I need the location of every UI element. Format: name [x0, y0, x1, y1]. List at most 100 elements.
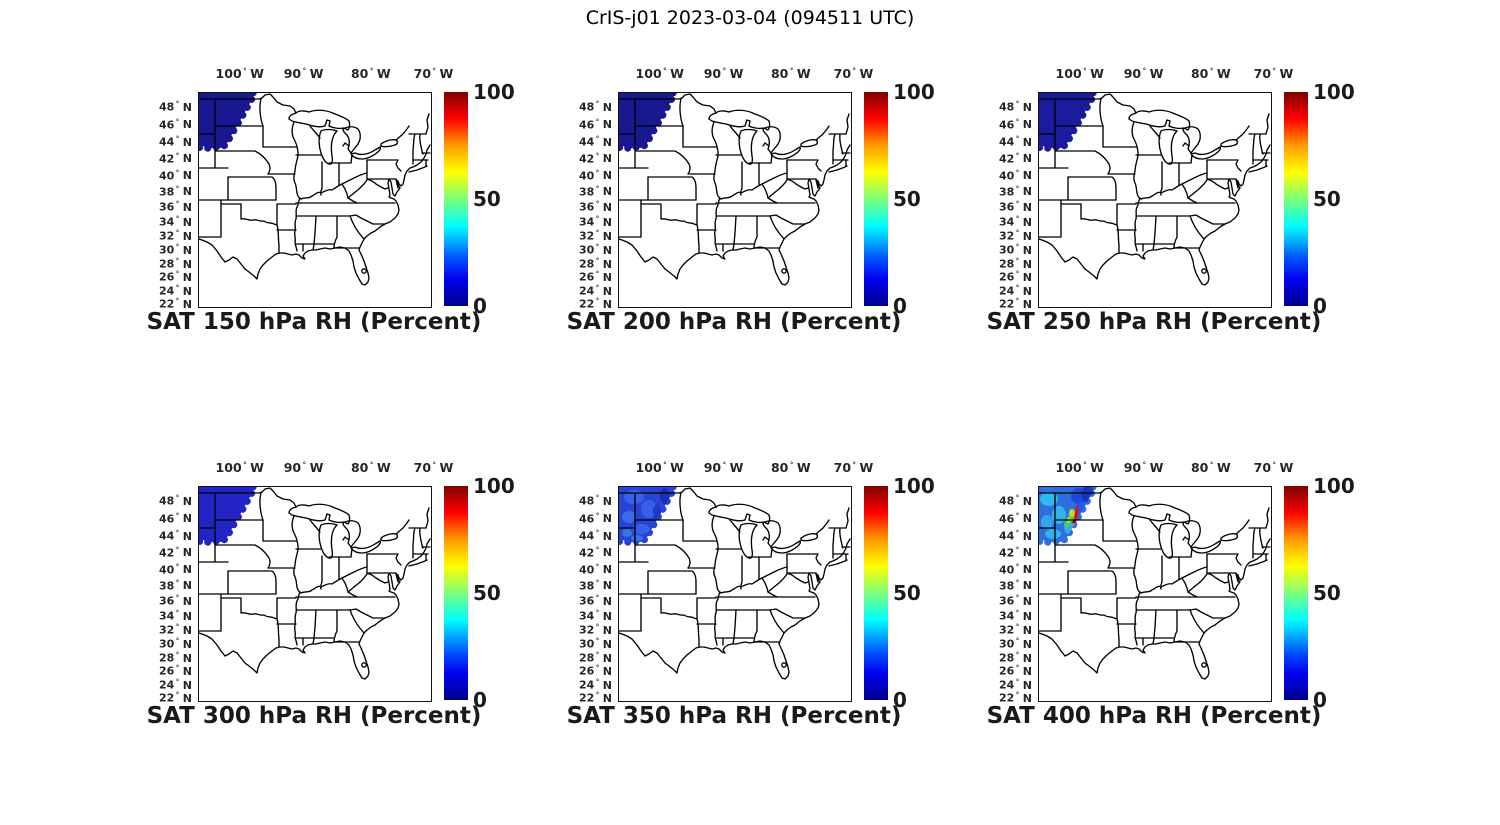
lat-tick-label: 42 ° N	[998, 151, 1032, 166]
lat-tick-label: 36 ° N	[578, 594, 612, 608]
lat-tick-label: 38 ° N	[158, 578, 192, 593]
lat-tick-label: 36 ° N	[998, 200, 1032, 214]
lat-tick-label: 42 ° N	[998, 545, 1032, 560]
lon-tick-label: 100 ° W	[1055, 66, 1104, 81]
panel-title: SAT 150 hPa RH (Percent)	[146, 309, 482, 335]
lat-tick-label: 24 ° N	[998, 284, 1032, 298]
map-plot	[198, 486, 432, 702]
lat-tick-label: 46 ° N	[998, 511, 1032, 526]
lat-tick-label: 26 ° N	[158, 270, 192, 284]
lat-tick-label: 44 ° N	[158, 528, 192, 543]
lat-tick-label: 46 ° N	[158, 117, 192, 132]
lat-tick-label: 34 ° N	[998, 609, 1032, 623]
subplot-400hpa: 100 ° W 90 ° W 80 ° W 70 ° W 48 ° N 46 ° N 44 ° N 42 ° N 40 ° N 38…	[960, 444, 1360, 745]
lon-tick-label: 80 ° W	[350, 460, 391, 475]
lat-tick-label: 42 ° N	[578, 545, 612, 560]
colorbar	[864, 486, 888, 700]
lon-tick-label: 70 ° W	[833, 66, 874, 81]
lat-tick-label: 34 ° N	[158, 215, 192, 229]
map-plot	[198, 92, 432, 308]
lon-tick-label: 70 ° W	[1253, 66, 1294, 81]
lat-tick-label: 22 ° N	[158, 297, 192, 311]
lat-tick-label: 28 ° N	[578, 651, 612, 665]
panel-title: SAT 350 hPa RH (Percent)	[566, 703, 902, 729]
lat-tick-label: 38 ° N	[578, 184, 612, 199]
data-swath	[1039, 93, 1095, 149]
lat-tick-label: 36 ° N	[578, 200, 612, 214]
panel-title: SAT 400 hPa RH (Percent)	[986, 703, 1322, 729]
lat-tick-label: 32 ° N	[998, 229, 1032, 243]
lon-tick-label: 90 ° W	[283, 66, 324, 81]
lat-tick-label: 48 ° N	[998, 99, 1032, 114]
colorbar-max-label: 100	[1313, 80, 1355, 104]
lat-tick-label: 46 ° N	[158, 511, 192, 526]
colorbar-min-label: 0	[473, 294, 487, 318]
lat-tick-label: 40 ° N	[578, 168, 612, 183]
lat-tick-label: 28 ° N	[998, 651, 1032, 665]
lat-tick-label: 40 ° N	[998, 168, 1032, 183]
lat-tick-label: 38 ° N	[998, 578, 1032, 593]
lat-tick-label: 34 ° N	[578, 215, 612, 229]
lat-tick-label: 32 ° N	[998, 623, 1032, 637]
lat-tick-label: 30 ° N	[578, 637, 612, 651]
lat-tick-label: 22 ° N	[998, 297, 1032, 311]
lat-tick-label: 42 ° N	[578, 151, 612, 166]
lon-tick-label: 100 ° W	[635, 66, 684, 81]
lat-tick-label: 44 ° N	[998, 528, 1032, 543]
lon-tick-label: 100 ° W	[215, 460, 264, 475]
colorbar-min-label: 0	[1313, 688, 1327, 712]
lat-tick-label: 32 ° N	[158, 229, 192, 243]
lat-tick-label: 22 ° N	[998, 691, 1032, 705]
lon-tick-label: 80 ° W	[350, 66, 391, 81]
lon-tick-label: 90 ° W	[703, 460, 744, 475]
lat-tick-label: 32 ° N	[578, 623, 612, 637]
colorbar-max-label: 100	[1313, 474, 1355, 498]
colorbar-mid-label: 50	[473, 581, 501, 605]
colorbar-mid-label: 50	[1313, 581, 1341, 605]
colorbar-mid-label: 50	[473, 187, 501, 211]
lat-tick-label: 44 ° N	[998, 134, 1032, 149]
lat-tick-label: 40 ° N	[158, 562, 192, 577]
colorbar-min-label: 0	[893, 688, 907, 712]
lat-tick-label: 40 ° N	[578, 562, 612, 577]
lon-tick-label: 90 ° W	[283, 460, 324, 475]
lat-tick-label: 28 ° N	[998, 257, 1032, 271]
lon-tick-label: 80 ° W	[1190, 66, 1231, 81]
lon-tick-label: 90 ° W	[703, 66, 744, 81]
map-plot	[618, 486, 852, 702]
figure-title: CrIS-j01 2023-03-04 (094511 UTC)	[585, 7, 915, 29]
data-swath	[199, 487, 255, 543]
lat-tick-label: 48 ° N	[158, 493, 192, 508]
lat-tick-label: 34 ° N	[158, 609, 192, 623]
map-plot	[1038, 92, 1272, 308]
lon-tick-label: 80 ° W	[770, 460, 811, 475]
lat-tick-label: 38 ° N	[158, 184, 192, 199]
colorbar-min-label: 0	[473, 688, 487, 712]
lon-tick-label: 90 ° W	[1123, 66, 1164, 81]
lat-tick-label: 48 ° N	[578, 493, 612, 508]
colorbar-mid-label: 50	[893, 187, 921, 211]
lat-tick-label: 26 ° N	[998, 270, 1032, 284]
lat-tick-label: 42 ° N	[158, 545, 192, 560]
lat-tick-label: 34 ° N	[998, 215, 1032, 229]
lon-tick-label: 90 ° W	[1123, 460, 1164, 475]
lat-tick-label: 46 ° N	[578, 117, 612, 132]
lat-tick-label: 24 ° N	[158, 284, 192, 298]
lat-tick-label: 48 ° N	[998, 493, 1032, 508]
lat-tick-label: 38 ° N	[578, 578, 612, 593]
lat-tick-label: 28 ° N	[158, 257, 192, 271]
colorbar	[444, 486, 468, 700]
subplot-300hpa: 100 ° W 90 ° W 80 ° W 70 ° W 48 ° N 46 ° N 44 ° N 42 ° N 40 ° N 38…	[120, 444, 520, 745]
lat-tick-label: 48 ° N	[578, 99, 612, 114]
lat-tick-label: 26 ° N	[998, 664, 1032, 678]
lon-tick-label: 80 ° W	[1190, 460, 1231, 475]
lon-tick-label: 100 ° W	[215, 66, 264, 81]
lat-tick-label: 36 ° N	[998, 594, 1032, 608]
subplot-200hpa: 100 ° W 90 ° W 80 ° W 70 ° W 48 ° N 46 ° N 44 ° N 42 ° N 40 ° N 38…	[540, 50, 940, 351]
panel-title: SAT 250 hPa RH (Percent)	[986, 309, 1322, 335]
lat-tick-label: 46 ° N	[578, 511, 612, 526]
colorbar	[1284, 486, 1308, 700]
lat-tick-label: 24 ° N	[578, 678, 612, 692]
colorbar-max-label: 100	[893, 474, 935, 498]
lat-tick-label: 28 ° N	[578, 257, 612, 271]
